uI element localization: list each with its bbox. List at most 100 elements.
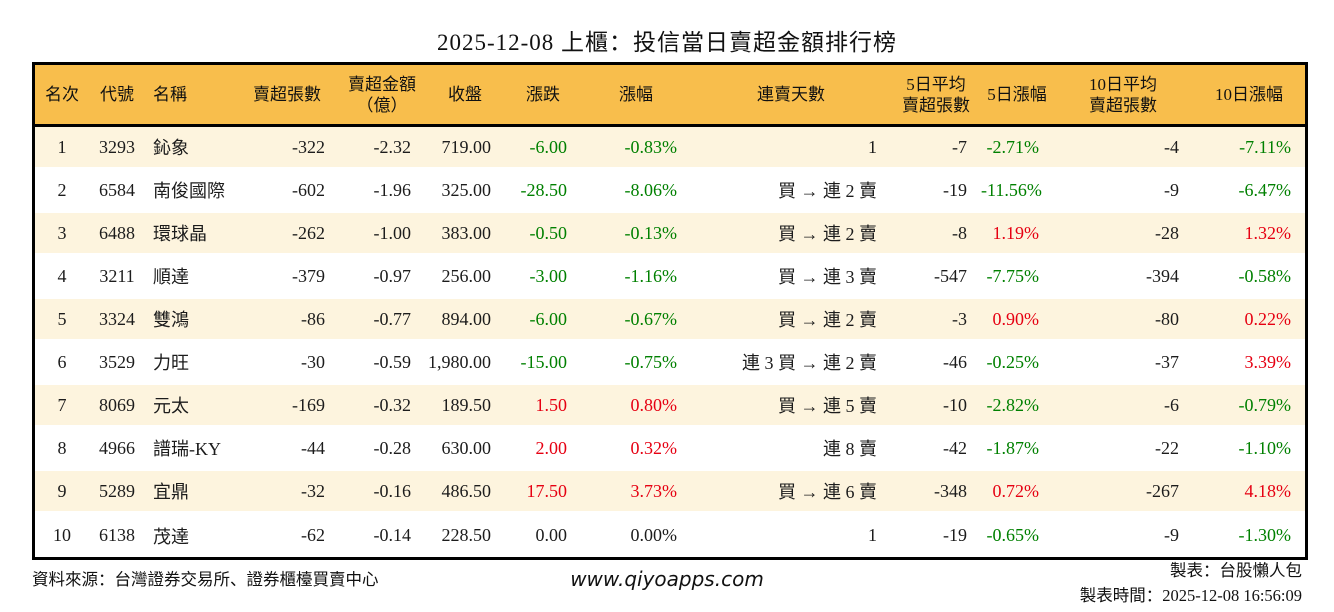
cell-avg5: -19 — [891, 170, 981, 213]
header-sell_amt: 賣超金額 （億） — [339, 65, 425, 127]
cell-sell_qty: -32 — [235, 471, 339, 514]
cell-streak: 1 — [868, 525, 877, 545]
cell-rank: 2 — [35, 170, 89, 213]
table-row: 3 6488 環球晶 -262 -1.00 383.00 -0.50 -0.13% 買 → 連 … — [35, 213, 1305, 256]
cell-name: 茂達 — [153, 526, 189, 547]
cell-code: 6488 — [89, 213, 145, 256]
cell-pct5: 0.90% — [981, 299, 1053, 342]
cell-chg: -3.00 — [505, 256, 581, 299]
cell-close: 189.50 — [425, 385, 505, 428]
cell-chg_pct: -0.13% — [581, 213, 691, 256]
cell-sell_qty: -379 — [235, 256, 339, 299]
cell-rank: 6 — [35, 342, 89, 385]
page-title: 2025-12-08 上櫃：投信當日賣超金額排行榜 — [436, 30, 898, 55]
table-row: 2 6584 南俊國際 -602 -1.96 325.00 -28.50 -8.06% 買 → … — [35, 170, 1305, 213]
cell-close: 256.00 — [425, 256, 505, 299]
cell-code: 3293 — [89, 127, 145, 170]
header-chg: 漲跌 — [505, 65, 581, 127]
cell-avg5: -3 — [891, 299, 981, 342]
cell-avg10: -4 — [1053, 127, 1193, 170]
cell-avg5: -8 — [891, 213, 981, 256]
cell-sell_amt: -0.97 — [339, 256, 425, 299]
cell-code: 4966 — [89, 428, 145, 471]
cell-avg5: -547 — [891, 256, 981, 299]
cell-pct10: -0.79% — [1193, 385, 1305, 428]
cell-pct5: 1.19% — [981, 213, 1053, 256]
cell-sell_qty: -262 — [235, 213, 339, 256]
cell-rank: 7 — [35, 385, 89, 428]
cell-avg10: -267 — [1053, 471, 1193, 514]
cell-close: 630.00 — [425, 428, 505, 471]
cell-chg: 17.50 — [505, 471, 581, 514]
cell-sell_amt: -0.32 — [339, 385, 425, 428]
cell-chg_pct: -0.67% — [581, 299, 691, 342]
cell-rank: 8 — [35, 428, 89, 471]
cell-pct5: 0.72% — [981, 471, 1053, 514]
cell-pct5: -0.25% — [981, 342, 1053, 385]
cell-sell_qty: -62 — [301, 525, 325, 545]
cell-avg10: -28 — [1053, 213, 1193, 256]
cell-pct10: -1.30% — [1238, 525, 1292, 545]
cell-avg5: -348 — [891, 471, 981, 514]
table-header-row: 名次 代號 名稱 賣超張數 賣超金額 （億） 收盤 漲跌 漲幅 連賣天數 5日平均 賣超張數 5日漲幅 1… — [35, 65, 1305, 127]
cell-sell_qty: -86 — [235, 299, 339, 342]
cell-sell_amt: -0.28 — [339, 428, 425, 471]
cell-name: 順達 — [145, 256, 235, 299]
table-row: 8 4966 譜瑞-KY -44 -0.28 630.00 2.00 0.32% 連 8 賣 -4… — [35, 428, 1305, 471]
cell-close: 719.00 — [425, 127, 505, 170]
cell-sell_qty: -30 — [235, 342, 339, 385]
cell-sell_amt: -1.00 — [339, 213, 425, 256]
cell-sell_qty: -322 — [235, 127, 339, 170]
cell-name: 鈊象 — [145, 127, 235, 170]
cell-avg10: -80 — [1053, 299, 1193, 342]
cell-pct10: 3.39% — [1193, 342, 1305, 385]
cell-rank: 1 — [35, 127, 89, 170]
cell-rank: 10 — [53, 525, 71, 545]
table-row: 6 3529 力旺 -30 -0.59 1,980.00 -15.00 -0.75% 連 3 買… — [35, 342, 1305, 385]
cell-streak: 買 → 連 2 賣 — [691, 299, 891, 342]
cell-streak: 連 8 賣 — [691, 428, 891, 471]
cell-avg10: -9 — [1053, 170, 1193, 213]
cell-name: 宜鼎 — [145, 471, 235, 514]
cell-streak: 連 3 買 → 連 2 賣 — [691, 342, 891, 385]
cell-avg5: -7 — [891, 127, 981, 170]
cell-sell_qty: -44 — [235, 428, 339, 471]
cell-name: 南俊國際 — [145, 170, 235, 213]
cell-chg: 0.00 — [535, 525, 568, 545]
cell-chg_pct: 3.73% — [581, 471, 691, 514]
header-close: 收盤 — [425, 65, 505, 127]
cell-code: 6584 — [89, 170, 145, 213]
header-streak: 連賣天數 — [691, 65, 891, 127]
cell-streak: 買 → 連 3 賣 — [691, 256, 891, 299]
table-row: 7 8069 元太 -169 -0.32 189.50 1.50 0.80% 買 → 連 5 賣… — [35, 385, 1305, 428]
cell-pct5: -0.65% — [986, 525, 1040, 545]
cell-avg5: -46 — [891, 342, 981, 385]
header-chg_pct: 漲幅 — [581, 65, 691, 127]
cell-sell_qty: -602 — [235, 170, 339, 213]
cell-chg: 1.50 — [505, 385, 581, 428]
cell-name: 元太 — [145, 385, 235, 428]
cell-code: 5289 — [89, 471, 145, 514]
cell-code: 8069 — [89, 385, 145, 428]
cell-avg5: -42 — [891, 428, 981, 471]
cell-close: 228.50 — [441, 525, 492, 545]
cell-chg: -6.00 — [505, 127, 581, 170]
cell-rank: 3 — [35, 213, 89, 256]
cell-sell_amt: -0.77 — [339, 299, 425, 342]
header-code: 代號 — [89, 65, 145, 127]
footer-made-at: 製表時間：2025-12-08 16:56:09 — [1079, 586, 1302, 605]
cell-chg: -0.50 — [505, 213, 581, 256]
table-body: 1 3293 鈊象 -322 -2.32 719.00 -6.00 -0.83% 1 -7 -2.7… — [35, 127, 1305, 557]
header-pct10: 10日漲幅 — [1193, 65, 1305, 127]
cell-avg10: -6 — [1053, 385, 1193, 428]
cell-streak: 買 → 連 5 賣 — [691, 385, 891, 428]
cell-rank: 5 — [35, 299, 89, 342]
header-rank: 名次 — [35, 65, 89, 127]
cell-chg: -6.00 — [505, 299, 581, 342]
cell-avg10: -22 — [1053, 428, 1193, 471]
cell-streak: 1 — [691, 127, 891, 170]
cell-name: 雙鴻 — [145, 299, 235, 342]
cell-sell_amt: -0.14 — [373, 525, 412, 545]
footer-maker: 製表：台股懶人包 — [1170, 561, 1302, 580]
cell-chg_pct: -1.16% — [581, 256, 691, 299]
